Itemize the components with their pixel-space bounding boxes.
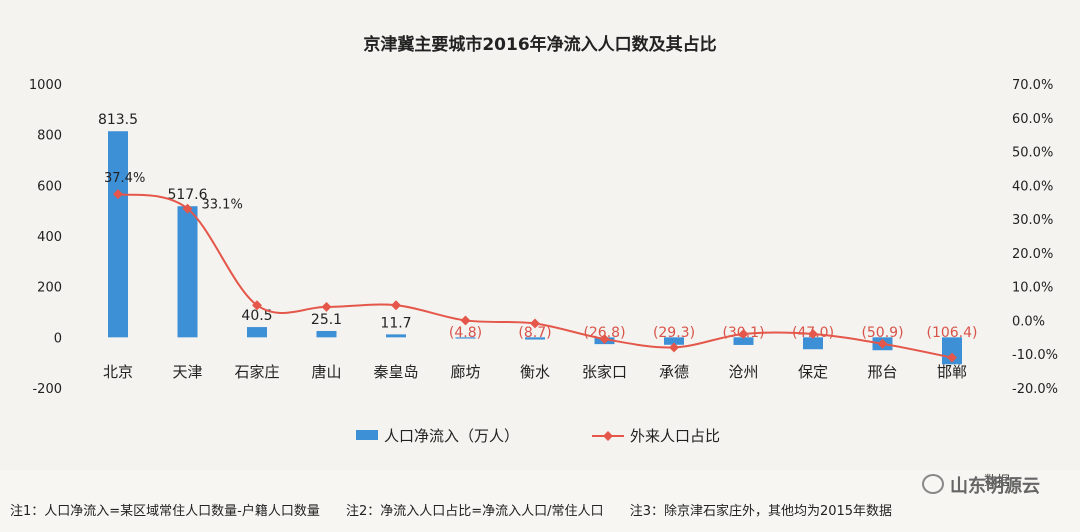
left-tick-label: 400 <box>37 230 62 245</box>
line-point <box>738 329 749 339</box>
category-label: 石家庄 <box>234 363 279 381</box>
category-label: 天津 <box>172 363 202 381</box>
category-label: 廊坊 <box>450 363 480 381</box>
category-labels: 北京 天津 石家庄 唐山 秦皇岛 廊坊 衡水 张家口 承德 沧州 保定 邢台 邯郸 <box>103 363 967 381</box>
bar-data-label: 11.7 <box>380 315 411 331</box>
right-tick-label: 40.0% <box>1012 179 1053 194</box>
category-label: 承德 <box>659 363 689 381</box>
line-point <box>669 342 679 353</box>
bar <box>177 206 198 338</box>
left-tick-label: 800 <box>37 129 62 144</box>
wechat-icon <box>922 474 944 494</box>
bar-data-label: (29.3) <box>653 325 695 341</box>
line-point <box>113 189 123 200</box>
legend-bar-label: 人口净流入（万人） <box>384 427 519 445</box>
category-label: 秦皇岛 <box>373 363 418 381</box>
bar-data-label: (8.7) <box>518 325 551 341</box>
population-chart: 京津冀主要城市2016年净流入人口数及其占比 1000 800 600 400 200 0… <box>29 34 1058 445</box>
bar <box>386 334 406 338</box>
right-tick-label: 50.0% <box>1012 146 1053 161</box>
line-point <box>460 315 471 326</box>
note-2: 注2：净流入人口占比=净流入人口/常住人口 <box>346 504 604 519</box>
right-tick-label: 0.0% <box>1012 314 1045 329</box>
category-label: 唐山 <box>311 363 341 381</box>
line-point <box>530 318 540 329</box>
bar <box>316 330 337 338</box>
line-point <box>599 334 610 344</box>
line-point <box>321 301 332 312</box>
left-tick-label: 0 <box>54 331 62 346</box>
left-axis: 1000 800 600 400 200 0 -200 <box>29 78 62 397</box>
source-label: 数据 <box>983 474 1010 489</box>
notes: 注1：人口净流入=某区域常住人口数量-户籍人口数量 注2：净流入人口占比=净流入… <box>10 500 914 519</box>
line-data-label: 33.1% <box>202 198 243 213</box>
left-tick-label: -200 <box>32 382 62 397</box>
watermark-text: 山东明源云 <box>950 476 1040 497</box>
line-point <box>808 329 818 339</box>
bar-data-label: 25.1 <box>311 312 342 328</box>
category-label: 邯郸 <box>937 363 967 381</box>
bar <box>108 131 128 338</box>
bar-data-label: (106.4) <box>926 325 977 341</box>
right-tick-label: 70.0% <box>1012 78 1053 93</box>
line-series: 37.4% 33.1% <box>104 171 957 363</box>
bar <box>664 337 684 345</box>
bar-data-label: 813.5 <box>98 112 138 128</box>
bar <box>247 327 267 338</box>
legend: 人口净流入（万人） 外来人口占比 <box>356 427 720 445</box>
chart-title: 京津冀主要城市2016年净流入人口数及其占比 <box>363 34 716 55</box>
category-label: 衡水 <box>520 363 550 381</box>
legend-line-label: 外来人口占比 <box>630 427 720 445</box>
category-label: 北京 <box>103 363 133 381</box>
left-tick-label: 1000 <box>29 78 62 93</box>
line-data-label: 37.4% <box>104 171 145 186</box>
category-label: 沧州 <box>728 363 758 381</box>
bar <box>525 337 545 340</box>
watermark: 山东明源云 <box>922 472 1040 498</box>
category-label: 保定 <box>798 363 828 381</box>
left-tick-label: 600 <box>37 179 62 194</box>
right-tick-label: 30.0% <box>1012 213 1053 228</box>
note-3: 注3：除京津石家庄外，其他均为2015年数据 <box>629 504 893 519</box>
bar-data-label: 517.6 <box>167 187 207 203</box>
category-label: 张家口 <box>582 363 627 381</box>
note-1: 注1：人口净流入=某区域常住人口数量-户籍人口数量 <box>10 504 320 519</box>
line-point <box>252 300 262 311</box>
category-label: 邢台 <box>867 363 897 381</box>
legend-bar-swatch <box>356 430 378 440</box>
footer: 数据 山东明源云 注1：人口净流入=某区域常住人口数量-户籍人口数量 注2：净流… <box>0 470 1080 532</box>
bar-data-label: (50.9) <box>861 325 903 341</box>
right-tick-label: -10.0% <box>1012 348 1058 363</box>
right-axis: 70.0% 60.0% 50.0% 40.0% 30.0% 20.0% 10.0% 0.0% -… <box>1012 78 1058 397</box>
bar <box>803 337 823 350</box>
right-tick-label: 10.0% <box>1012 281 1053 296</box>
bar <box>455 337 476 339</box>
legend-line-marker <box>603 431 613 441</box>
left-tick-label: 200 <box>37 281 62 296</box>
bar-data-label: 40.5 <box>241 308 272 324</box>
right-tick-label: -20.0% <box>1012 382 1058 397</box>
line-point <box>947 352 957 363</box>
bar <box>733 337 754 345</box>
line-point <box>391 300 401 311</box>
right-tick-label: 60.0% <box>1012 112 1053 127</box>
line-point <box>182 203 193 214</box>
right-tick-label: 20.0% <box>1012 247 1053 262</box>
line-point <box>877 338 888 349</box>
bar-data-label: (4.8) <box>449 325 482 341</box>
